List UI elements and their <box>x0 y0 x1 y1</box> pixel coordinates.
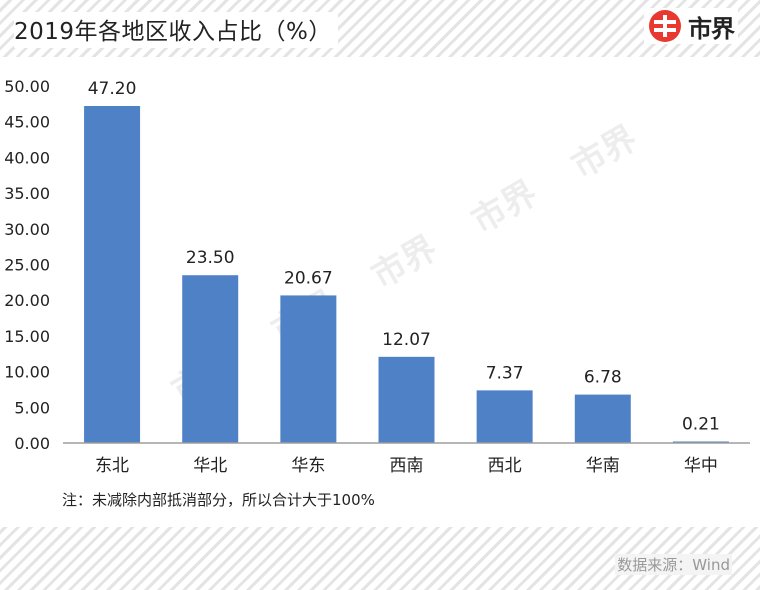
y-tick-label: 40.00 <box>4 148 50 167</box>
y-tick-label: 35.00 <box>4 184 50 203</box>
data-label: 47.20 <box>88 79 137 99</box>
data-label: 0.21 <box>682 415 720 435</box>
data-label: 6.78 <box>584 368 622 388</box>
bar <box>574 394 631 443</box>
bar <box>84 105 141 443</box>
x-category-label: 东北 <box>95 456 129 476</box>
brand-logo: 市界 <box>644 8 738 44</box>
y-tick-label: 45.00 <box>4 113 50 132</box>
bar <box>476 390 533 443</box>
bar <box>378 356 435 443</box>
data-label: 7.37 <box>486 363 524 383</box>
x-category-label: 华北 <box>193 456 227 476</box>
watermark-text: 市界 <box>465 173 544 242</box>
bar <box>280 295 337 443</box>
logo-mark-icon <box>649 10 681 42</box>
bar-chart: 市界市界市界市界市界0.005.0010.0015.0020.0025.0030… <box>4 77 750 509</box>
watermark-text: 市界 <box>365 228 444 297</box>
data-label: 12.07 <box>382 330 431 350</box>
logo-text: 市界 <box>688 14 735 43</box>
x-category-label: 西南 <box>390 456 424 476</box>
y-tick-label: 20.00 <box>4 291 50 310</box>
y-tick-label: 25.00 <box>4 256 50 275</box>
x-category-label: 华南 <box>586 456 620 476</box>
chart-panel: 市界市界市界市界市界0.005.0010.0015.0020.0025.0030… <box>0 57 760 527</box>
y-tick-label: 0.00 <box>14 434 50 453</box>
chart-title: 2019年各地区收入占比（%） <box>14 12 338 48</box>
y-tick-label: 5.00 <box>14 398 50 417</box>
y-tick-label: 50.00 <box>4 77 50 96</box>
header: 2019年各地区收入占比（%） 市界 <box>0 0 760 50</box>
data-source: 数据来源：Wind <box>615 554 732 575</box>
y-tick-label: 15.00 <box>4 327 50 346</box>
data-label: 23.50 <box>186 248 235 268</box>
x-category-label: 西北 <box>488 456 522 476</box>
bar <box>182 275 239 443</box>
x-category-label: 华中 <box>684 456 718 476</box>
watermark-text: 市界 <box>565 118 644 187</box>
x-category-label: 华东 <box>291 456 325 476</box>
data-label: 20.67 <box>284 268 333 288</box>
y-tick-label: 30.00 <box>4 220 50 239</box>
footnote: 注：未减除内部抵消部分，所以合计大于100% <box>62 491 375 509</box>
y-tick-label: 10.00 <box>4 363 50 382</box>
